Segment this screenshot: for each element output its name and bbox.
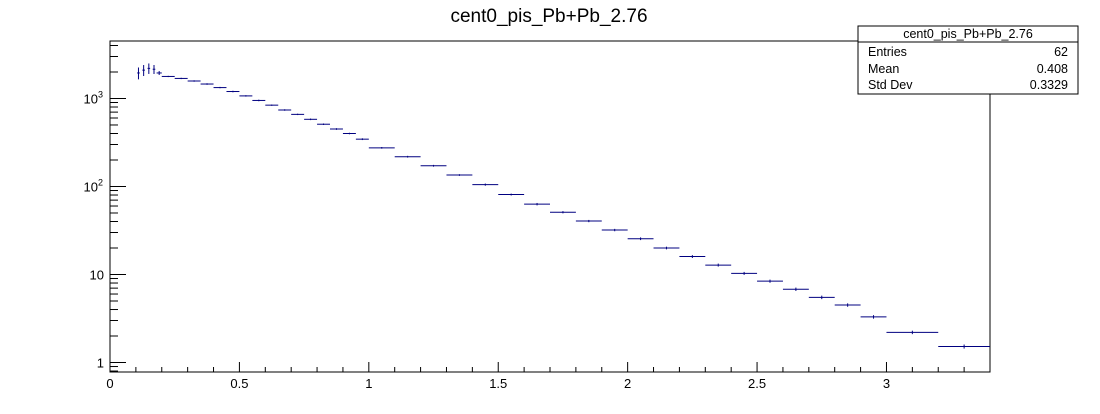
data-point — [394, 155, 421, 158]
x-tick-label: 1.5 — [489, 376, 507, 391]
data-point — [265, 104, 279, 106]
data-point — [278, 109, 292, 111]
data-point — [627, 237, 654, 241]
data-point — [137, 67, 140, 80]
data-point — [368, 147, 395, 149]
y-tick-exponent: 3 — [98, 89, 103, 99]
stats-stddev-value: 0.3329 — [1030, 78, 1068, 92]
y-tick-label: 10 — [84, 179, 98, 194]
data-point — [860, 315, 887, 319]
data-point — [226, 90, 240, 93]
stats-entries-value: 62 — [1054, 45, 1068, 59]
data-point — [187, 80, 201, 82]
x-tick-label: 3 — [883, 376, 890, 391]
data-point — [446, 174, 473, 176]
stats-box-title: cent0_pis_Pb+Pb_2.76 — [903, 27, 1033, 41]
x-tick-label: 2.5 — [748, 376, 766, 391]
data-point — [304, 118, 318, 121]
x-tick-label: 0 — [106, 376, 113, 391]
data-point — [147, 63, 151, 74]
chart-title: cent0_pis_Pb+Pb_2.76 — [450, 6, 647, 27]
stats-mean-value: 0.408 — [1037, 62, 1068, 76]
data-point — [142, 65, 145, 77]
stats-mean-label: Mean — [868, 62, 899, 76]
stats-entries-label: Entries — [868, 45, 907, 59]
data-point — [524, 202, 550, 206]
x-tick-label: 0.5 — [230, 376, 248, 391]
data-point — [161, 75, 175, 78]
stats-box: cent0_pis_Pb+Pb_2.76 Entries 62 Mean 0.4… — [857, 25, 1079, 95]
data-point — [330, 128, 343, 130]
stats-stddev-label: Std Dev — [868, 78, 913, 92]
data-point — [601, 228, 628, 232]
y-tick-exponent: 2 — [98, 177, 103, 187]
data-point — [886, 330, 939, 335]
x-tick-label: 1 — [365, 376, 372, 391]
data-point — [152, 65, 156, 74]
data-series — [137, 63, 990, 349]
y-tick-label: 10 — [90, 267, 104, 282]
data-point — [174, 77, 188, 80]
data-point — [213, 86, 227, 89]
data-point — [498, 193, 525, 196]
data-point — [938, 344, 990, 349]
data-point — [757, 279, 783, 283]
data-point — [731, 271, 758, 275]
x-axis: 0 0.5 1 1.5 2 2.5 3 — [106, 362, 991, 391]
data-point — [679, 255, 706, 258]
data-point — [808, 295, 835, 300]
y-tick-label: 1 — [97, 356, 104, 371]
stats-box-border — [857, 25, 1079, 95]
data-point — [834, 303, 861, 307]
data-point — [156, 71, 162, 75]
data-point — [653, 246, 680, 250]
data-point — [317, 123, 330, 125]
data-point — [200, 83, 214, 85]
data-point — [705, 263, 732, 267]
data-point — [355, 138, 369, 141]
data-point — [550, 211, 576, 214]
data-point — [782, 287, 809, 291]
x-tick-label: 2 — [624, 376, 631, 391]
data-point — [291, 113, 305, 116]
data-point — [342, 132, 356, 135]
data-point — [420, 164, 447, 167]
y-tick-label: 10 — [84, 91, 98, 106]
data-point — [472, 183, 499, 186]
data-point — [239, 95, 253, 97]
data-point — [252, 99, 266, 102]
data-point — [575, 219, 602, 223]
